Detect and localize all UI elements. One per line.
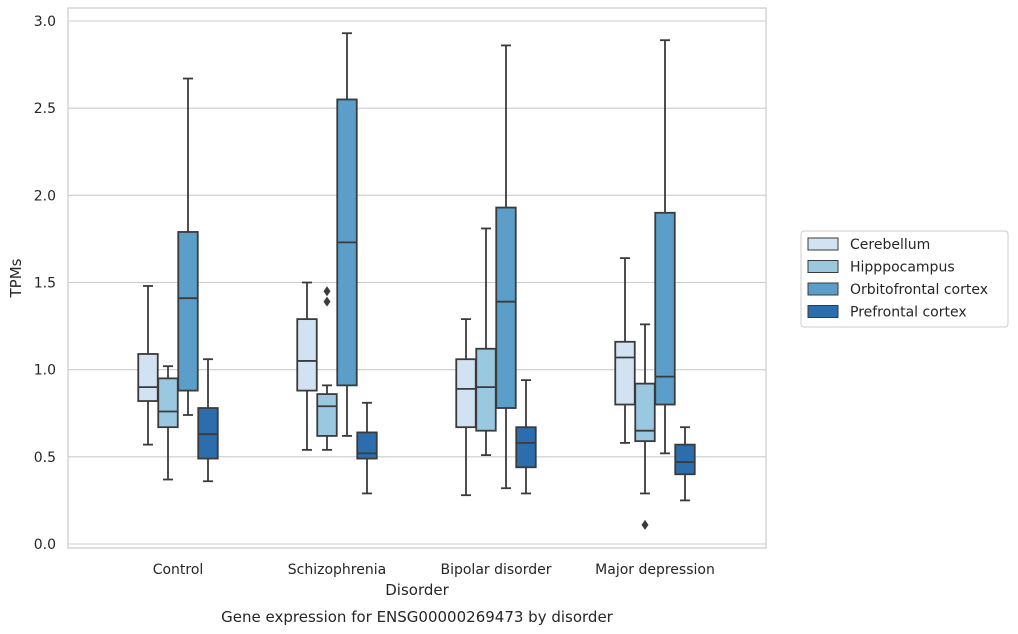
outlier-point	[323, 296, 331, 307]
category-group	[455, 44, 537, 497]
y-tick-label: 0.0	[34, 537, 56, 553]
plot-frame	[67, 7, 767, 549]
box-body	[137, 353, 159, 402]
box-body	[495, 206, 517, 409]
y-tick-label: 1.5	[34, 276, 56, 292]
box-body	[475, 347, 497, 432]
y-tick-label: 3.0	[34, 14, 56, 30]
box-body	[654, 211, 676, 406]
box	[197, 358, 219, 483]
category-group	[614, 39, 696, 530]
y-tick-label: 2.5	[34, 101, 56, 117]
x-tick-label: Control	[153, 562, 204, 578]
box	[296, 281, 318, 451]
box-body	[455, 358, 477, 429]
box-groups	[137, 32, 696, 530]
box-body	[296, 318, 318, 392]
x-tick-label: Major depression	[595, 562, 715, 578]
box	[157, 365, 179, 481]
x-tick-label: Bipolar disorder	[440, 562, 551, 578]
box	[336, 32, 358, 437]
box	[515, 379, 537, 495]
legend-label: Cerebellum	[850, 237, 930, 253]
box	[356, 401, 378, 495]
box	[177, 77, 199, 416]
box	[137, 285, 159, 446]
y-axis-label: TPMs	[7, 258, 25, 298]
category-group	[137, 77, 219, 483]
legend-swatch	[807, 260, 839, 273]
legend-label: Hipppocampus	[850, 260, 955, 276]
box-body	[634, 382, 656, 443]
y-tick-label: 1.0	[34, 363, 56, 379]
legend-swatch	[807, 282, 839, 296]
box-body	[177, 231, 199, 392]
x-axis-label: Disorder	[385, 581, 449, 599]
box-body	[614, 340, 636, 406]
category-group	[296, 32, 378, 495]
box	[614, 257, 636, 444]
legend-label: Orbitofrontal cortex	[850, 282, 988, 298]
outlier-point	[641, 519, 649, 530]
box-body	[356, 431, 378, 460]
box	[316, 286, 338, 451]
box	[674, 426, 696, 502]
box-body	[157, 377, 179, 429]
box-body	[515, 426, 537, 469]
legend-frame	[800, 230, 1009, 328]
y-axis-ticks: 0.0 0.5 1.0 1.5 2.0 2.5 3.0	[34, 14, 56, 553]
legend-label: Prefrontal cortex	[850, 305, 967, 321]
box	[495, 44, 517, 490]
figure-caption: Gene expression for ENSG00000269473 by d…	[221, 608, 614, 626]
outlier-point	[323, 286, 331, 297]
box-body	[674, 443, 696, 476]
y-tick-label: 0.5	[34, 450, 56, 466]
legend: Cerebellum Hipppocampus Orbitofrontal cort…	[800, 230, 1009, 328]
legend-swatch	[807, 237, 839, 251]
y-tick-label: 2.0	[34, 188, 56, 204]
box-body	[316, 393, 338, 437]
legend-swatch	[807, 305, 839, 318]
box	[654, 39, 676, 455]
box	[634, 323, 656, 530]
x-axis-ticks: Control Schizophrenia Bipolar disorder Majo…	[153, 562, 715, 578]
box	[475, 227, 497, 456]
x-tick-label: Schizophrenia	[288, 562, 386, 578]
